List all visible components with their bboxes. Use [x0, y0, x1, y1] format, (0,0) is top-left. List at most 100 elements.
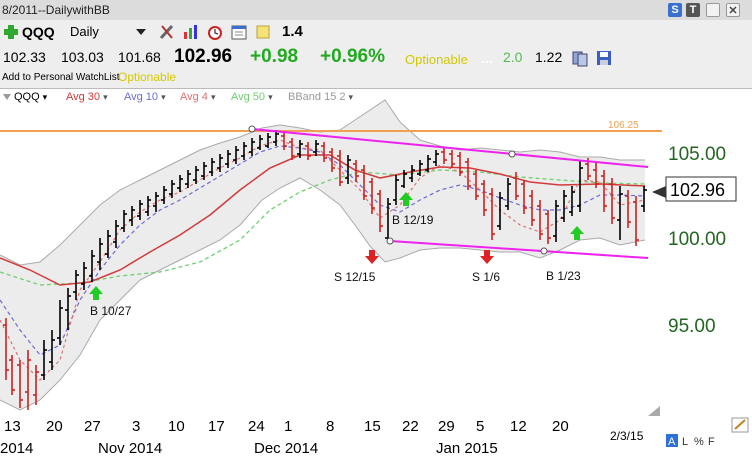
indicator-icon[interactable] — [182, 22, 200, 42]
buy-signal: B 10/27 — [89, 286, 132, 318]
quote-panel: 102.33 103.03 101.68 102.96 +0.98 +0.96%… — [0, 44, 752, 89]
candle-bar — [521, 180, 527, 214]
t-button[interactable]: T — [686, 3, 700, 17]
pencil-icon[interactable] — [731, 417, 749, 433]
current-price-box — [665, 176, 737, 202]
candle-bar — [41, 340, 47, 380]
candle-bar — [537, 200, 543, 240]
candle-bar — [417, 160, 423, 176]
candle-bar — [569, 186, 575, 216]
ratio-value: 2.0 — [503, 49, 523, 65]
candle-bar — [513, 172, 519, 200]
avg10-line — [0, 145, 646, 356]
candle-bar — [257, 135, 263, 150]
legend-item-avg30[interactable]: Avg 30 ▾ — [66, 91, 108, 103]
high-value: 103.03 — [61, 49, 104, 65]
plus-icon[interactable] — [3, 22, 19, 42]
resize-grip-icon[interactable] — [648, 406, 660, 416]
channel-top-line[interactable] — [251, 128, 649, 168]
legend-item-avg50[interactable]: Avg 50 ▾ — [231, 91, 273, 103]
save-icon[interactable] — [596, 49, 612, 67]
candle-bar — [497, 192, 503, 230]
note-icon[interactable] — [255, 22, 271, 42]
zoom-value: 1.4 — [282, 23, 303, 40]
legend-item-avg4[interactable]: Avg 4 ▾ — [180, 91, 216, 103]
arrow-down-icon — [480, 250, 494, 264]
candle-bar — [289, 138, 295, 160]
current-price-label: 102.96 — [670, 180, 725, 200]
candle-bar — [81, 262, 87, 290]
s-button[interactable]: S — [668, 3, 682, 17]
scale-pct-label[interactable]: % — [694, 436, 704, 448]
legend-item-qqq[interactable]: QQQ ▾ — [14, 91, 48, 103]
legend-item-avg10[interactable]: Avg 10 ▾ — [124, 91, 166, 103]
candle-bar — [457, 152, 463, 176]
candle-bar — [225, 150, 231, 168]
channel-bottom-line[interactable] — [389, 240, 649, 259]
candle-bar — [217, 154, 223, 172]
candle-bar — [193, 166, 199, 184]
arrow-down-icon — [365, 250, 379, 264]
trendline-handle[interactable] — [386, 237, 394, 245]
month-label: Nov 2014 — [98, 440, 162, 457]
candle-bar — [361, 165, 367, 200]
signal-label: B 1/23 — [546, 269, 581, 283]
scale-l-label[interactable]: L — [682, 436, 688, 448]
calendar-icon[interactable] — [230, 22, 248, 42]
candle-bar — [209, 158, 215, 176]
month-label: 2014 — [0, 440, 33, 457]
trendline-handle[interactable] — [540, 247, 548, 255]
scale-a-button[interactable] — [666, 434, 678, 447]
signal-label: S 1/6 — [472, 270, 500, 284]
candle-bar — [601, 170, 607, 212]
alarm-icon[interactable] — [206, 22, 224, 42]
sell-signal: S 1/6 — [472, 250, 500, 284]
add-watchlist-link[interactable]: Add to Personal WatchList — [2, 72, 120, 83]
candle-bar — [393, 175, 399, 205]
period-dropdown[interactable]: Daily — [70, 22, 150, 42]
candle-bar — [297, 140, 303, 158]
trendline-handle[interactable] — [248, 125, 256, 133]
candle-bar — [25, 350, 31, 410]
candle-bar — [17, 360, 23, 408]
candle-bar — [377, 190, 383, 232]
period-label: Daily — [70, 24, 99, 39]
candle-bar — [249, 138, 255, 156]
bollinger-band — [0, 99, 646, 411]
restore-icon[interactable] — [706, 3, 720, 17]
last-date-label: 2/3/15 — [610, 429, 644, 443]
x-tick-label: 17 — [208, 418, 225, 435]
x-tick-label: 5 — [476, 418, 484, 435]
scale-f-label[interactable]: F — [708, 436, 715, 448]
x-tick-label: 27 — [84, 418, 101, 435]
candle-bar — [585, 158, 591, 180]
candle-bar — [329, 148, 335, 172]
stack-icon[interactable] — [572, 49, 588, 67]
candle-bar — [425, 155, 431, 172]
legend-item-bband[interactable]: BBand 15 2 ▾ — [288, 91, 354, 103]
candle-bar — [609, 178, 615, 224]
tools-icon[interactable] — [158, 22, 176, 42]
low-value: 101.68 — [118, 49, 161, 65]
trendline-handle[interactable] — [508, 150, 516, 158]
candle-bar — [65, 288, 71, 330]
moving-averages — [0, 139, 646, 381]
close-icon[interactable] — [726, 3, 740, 17]
signal-annotations: B 10/27 B 12/19 S 12/15 S 1/6 B 1/23 — [89, 192, 584, 318]
candle-bar — [121, 210, 127, 232]
candle-bar — [89, 250, 95, 282]
candle-bar — [153, 192, 159, 212]
candle-bar — [57, 300, 63, 345]
candle-bar — [73, 270, 79, 300]
price-label-105: 105.00 — [668, 144, 726, 165]
signal-label: B 12/19 — [392, 213, 434, 227]
candle-bar — [353, 160, 359, 182]
candle-bar — [625, 190, 631, 228]
symbol-label[interactable]: QQQ — [22, 24, 55, 40]
candle-bar — [641, 186, 647, 212]
buy-signal: B 12/19 — [392, 192, 434, 227]
candle-bar — [281, 132, 287, 150]
title-bar: 8/2011--DailywithBB S T — [0, 0, 752, 21]
candle-bar — [617, 186, 623, 240]
candle-bar — [313, 140, 319, 156]
